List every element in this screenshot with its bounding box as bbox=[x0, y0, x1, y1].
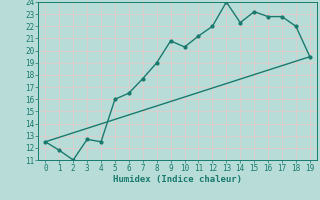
X-axis label: Humidex (Indice chaleur): Humidex (Indice chaleur) bbox=[113, 175, 242, 184]
